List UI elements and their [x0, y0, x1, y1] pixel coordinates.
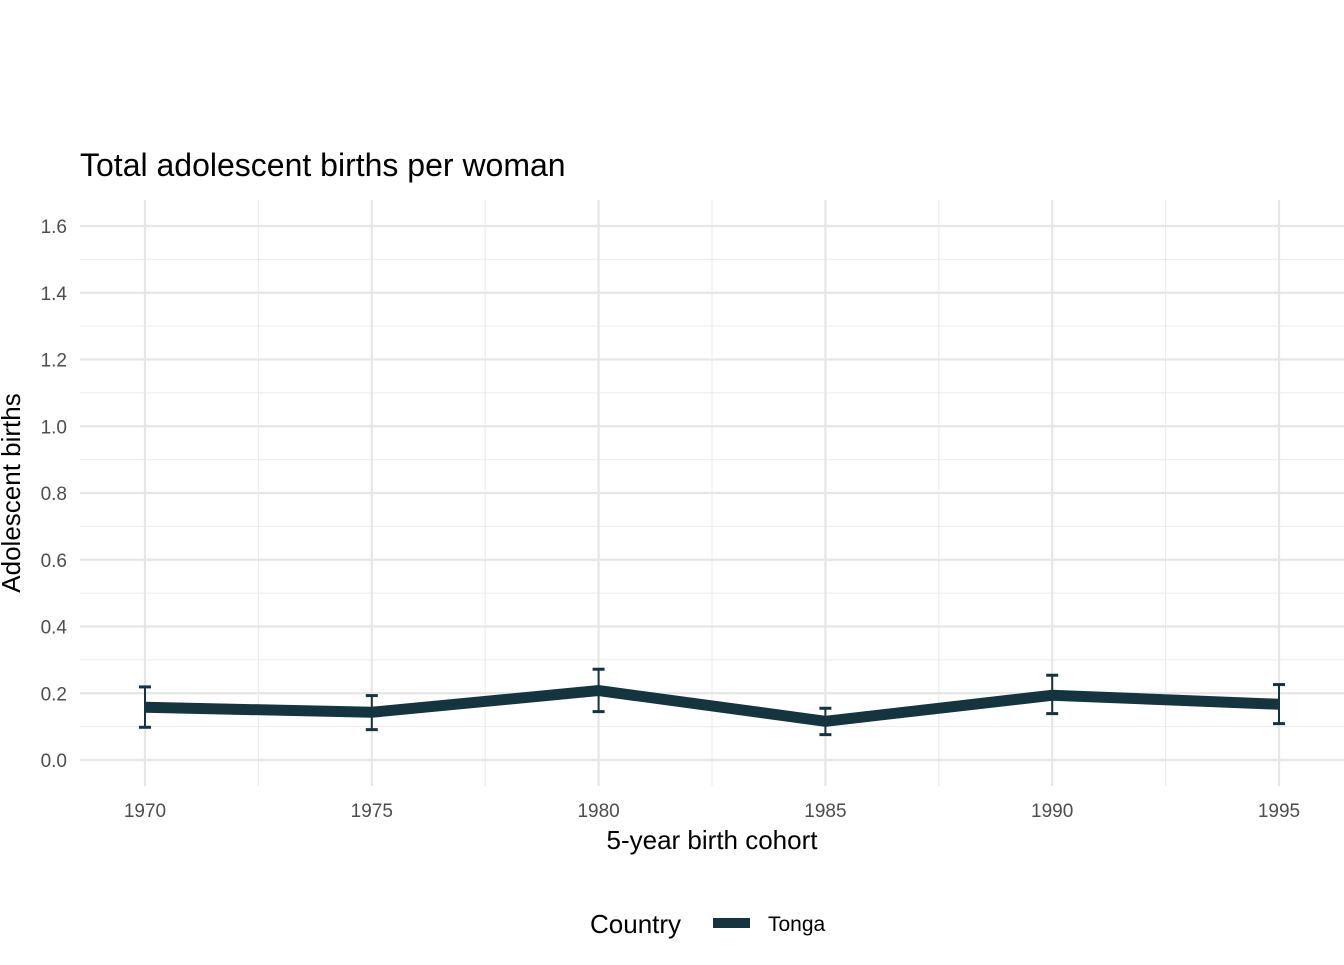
- error-bar: [592, 667, 605, 714]
- plot-marks: [139, 667, 1285, 737]
- chart-title: Total adolescent births per woman: [80, 147, 566, 183]
- x-tick-label: 1990: [1031, 801, 1073, 822]
- error-bar: [819, 706, 832, 737]
- y-tick-label: 1.6: [41, 217, 67, 238]
- x-axis-label: 5-year birth cohort: [607, 825, 819, 855]
- legend-label-tonga: Tonga: [768, 913, 826, 936]
- y-tick-label: 1.0: [41, 417, 67, 438]
- x-tick-label: 1980: [577, 801, 619, 822]
- legend: Country Tonga: [590, 909, 826, 939]
- series-line-tonga: [144, 685, 1280, 727]
- y-tick-label: 0.2: [41, 684, 67, 705]
- y-tick-label: 0.0: [41, 751, 67, 772]
- x-tick-label: 1975: [351, 801, 393, 822]
- x-tick-label: 1985: [804, 801, 846, 822]
- x-axis: 1970 1975 1980 1985 1990 1995: [124, 801, 1300, 822]
- x-tick-label: 1995: [1258, 801, 1300, 822]
- error-bar: [365, 694, 378, 732]
- legend-title: Country: [590, 909, 681, 939]
- y-axis-label: Adolescent births: [0, 393, 26, 592]
- y-tick-label: 0.4: [41, 618, 68, 639]
- error-bar: [139, 685, 151, 729]
- error-bar: [1273, 683, 1285, 726]
- error-bar: [1046, 673, 1059, 716]
- y-tick-label: 1.2: [41, 351, 67, 372]
- y-axis: 0.0 0.2 0.4 0.6 0.8 1.0 1.2 1.4 1.6: [41, 217, 68, 772]
- x-tick-label: 1970: [124, 801, 166, 822]
- y-tick-label: 0.6: [41, 551, 67, 572]
- y-tick-label: 0.8: [41, 484, 67, 505]
- y-tick-label: 1.4: [41, 284, 68, 305]
- legend-key-tonga: [713, 918, 750, 928]
